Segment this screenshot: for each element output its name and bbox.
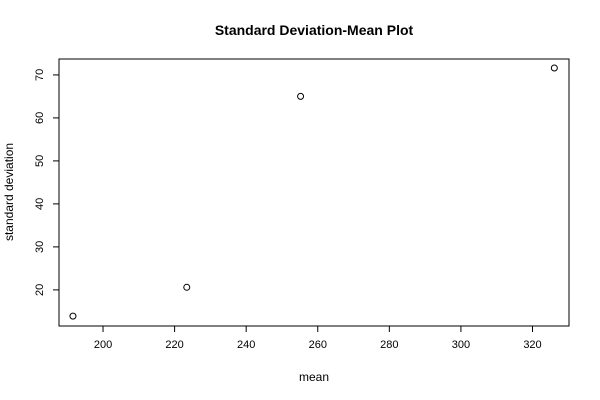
y-tick-label: 40 — [34, 198, 46, 210]
x-axis-label: mean — [299, 370, 329, 384]
data-point — [297, 92, 305, 100]
x-tick-label: 200 — [94, 339, 112, 351]
y-tick-label: 20 — [34, 284, 46, 296]
x-tick-label: 240 — [237, 339, 255, 351]
y-axis-label: standard deviation — [2, 143, 16, 241]
x-tick-label: 300 — [452, 339, 470, 351]
x-tick-label: 260 — [309, 339, 327, 351]
data-points — [69, 64, 558, 320]
x-axis: 200 220 240 260 280 300 320 — [94, 326, 542, 351]
x-tick-label: 320 — [523, 339, 541, 351]
x-tick-label: 220 — [165, 339, 183, 351]
data-point — [183, 283, 191, 291]
y-tick-label: 60 — [34, 112, 46, 124]
x-tick-label: 280 — [380, 339, 398, 351]
y-tick-label: 70 — [34, 69, 46, 81]
y-axis: 20 30 40 50 60 70 — [34, 69, 59, 296]
data-point — [69, 312, 77, 320]
data-point — [550, 64, 558, 72]
y-tick-label: 50 — [34, 155, 46, 167]
y-tick-label: 30 — [34, 241, 46, 253]
chart-title: Standard Deviation-Mean Plot — [215, 22, 414, 38]
plot-frame — [58, 58, 570, 327]
